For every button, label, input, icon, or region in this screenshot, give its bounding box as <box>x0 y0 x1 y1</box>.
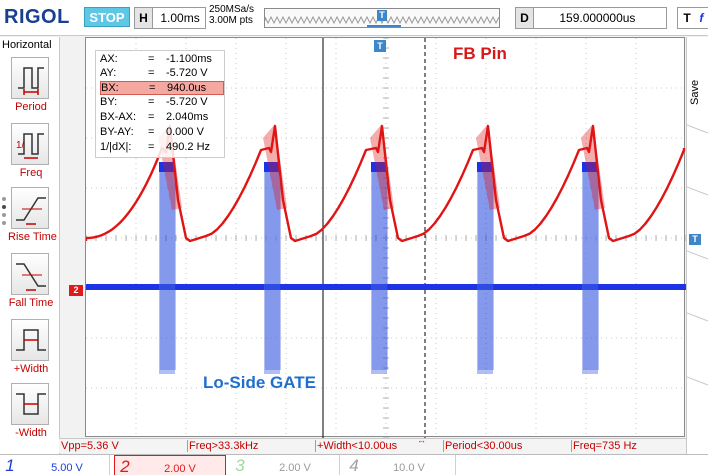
measurement-period[interactable]: Period<30.00us <box>445 440 523 452</box>
channel-1-trace <box>86 162 686 374</box>
trigger-edge-icon: f <box>699 11 704 25</box>
memory-overview-bar[interactable]: T <box>264 8 500 28</box>
timebase-display[interactable]: H 1.00ms <box>134 7 206 29</box>
positive-width-icon <box>11 319 49 361</box>
top-bar: RIGOL STOP H 1.00ms 250MSa/s 3.00M pts T… <box>0 0 708 36</box>
lo-side-gate-annotation: Lo-Side GATE <box>203 373 317 392</box>
channel-1-status[interactable]: 1 5.00 V <box>0 455 110 475</box>
rise-time-icon <box>11 187 49 229</box>
measure-negative-width-button[interactable]: -Width <box>8 383 54 439</box>
channel-2-number: 2 <box>120 457 130 475</box>
measure-rise-time-button[interactable]: Rise Time <box>8 187 57 243</box>
negative-width-label: -Width <box>15 427 47 439</box>
frequency-label: Freq <box>19 167 43 179</box>
channel-4-scale: 10.0 V <box>393 462 425 474</box>
trigger-key: T <box>678 8 696 28</box>
measurement-results-bar: Vpp=5.36 V Freq>33.3kHz +Width<10.00us P… <box>59 435 686 453</box>
fall-time-icon <box>11 253 49 295</box>
waveform-canvas <box>86 38 686 438</box>
channel-1-scale: 5.00 V <box>51 462 83 474</box>
cursor-ax-row: AX: = -1.100ms <box>100 53 212 65</box>
horizontal-position-marker: ↔ <box>417 435 426 445</box>
measure-positive-width-button[interactable]: +Width <box>8 319 54 375</box>
channel-2-offset-marker[interactable]: 2 <box>69 285 83 296</box>
measure-frequency-button[interactable]: 1/ Freq <box>8 123 54 179</box>
sample-rate: 250MSa/s <box>209 4 255 15</box>
measure-fall-time-button[interactable]: Fall Time <box>8 253 54 309</box>
timebase-key: H <box>135 8 153 28</box>
trigger-position-marker[interactable]: T <box>374 40 386 52</box>
measurement-freq-ch1[interactable]: Freq>33.3kHz <box>189 440 259 452</box>
channel-2-scale: 2.00 V <box>164 463 196 475</box>
right-menu-panel: Save T <box>686 37 708 455</box>
channel-4-status[interactable]: 4 10.0 V <box>344 455 456 475</box>
memory-depth: 3.00M pts <box>209 15 253 26</box>
channel-3-number: 3 <box>235 456 245 475</box>
channel-3-status[interactable]: 3 2.00 V <box>230 455 340 475</box>
cursor-ay-row: AY: = -5.720 V <box>100 67 208 79</box>
measurement-positive-width[interactable]: +Width<10.00us <box>317 440 398 452</box>
cursor-by-ay-row: BY-AY: = 0.000 V <box>100 126 204 138</box>
positive-width-label: +Width <box>13 363 49 375</box>
trigger-display[interactable]: T f <box>677 7 708 29</box>
delay-display[interactable]: D 159.000000us <box>515 7 667 29</box>
period-icon <box>11 57 49 99</box>
frequency-icon: 1/ <box>11 123 49 165</box>
channel-2-status[interactable]: 2 2.00 V <box>114 455 226 475</box>
trigger-level-marker[interactable]: T <box>689 234 701 245</box>
timebase-value: 1.00ms <box>160 11 200 25</box>
svg-text:1/: 1/ <box>16 140 25 151</box>
cursor-bx-ax-row: BX-AX: = 2.040ms <box>100 111 209 123</box>
measurement-freq-ch2[interactable]: Freq=735 Hz <box>573 440 637 452</box>
measurement-vpp[interactable]: Vpp=5.36 V <box>61 440 119 452</box>
fall-time-label: Fall Time <box>8 297 54 309</box>
channel-3-scale: 2.00 V <box>279 462 311 474</box>
menu-dividers <box>687 124 708 386</box>
trigger-position-flag: T <box>377 10 387 21</box>
acquisition-info: 250MSa/s 3.00M pts <box>209 4 254 26</box>
delay-key: D <box>516 8 534 28</box>
rise-time-label: Rise Time <box>8 231 57 243</box>
channel-1-number: 1 <box>5 456 15 475</box>
measure-category-title: Horizontal <box>2 39 52 51</box>
run-stop-status[interactable]: STOP <box>84 7 130 27</box>
menu-scroll-indicator[interactable] <box>2 197 8 229</box>
period-label: Period <box>15 101 47 113</box>
delay-value: 159.000000us <box>559 11 636 25</box>
negative-width-icon <box>11 383 49 425</box>
measure-period-button[interactable]: Period <box>8 57 54 113</box>
channel-status-bar: 1 5.00 V 2 2.00 V 3 2.00 V 4 10.0 V <box>0 454 708 475</box>
cursor-readout-panel: AX: = -1.100ms AY: = -5.720 V BX: = 940.0us BY… <box>95 50 225 158</box>
cursor-bx-row[interactable]: BX: = 940.0us <box>100 81 224 95</box>
waveform-grid[interactable]: T FB Pin Lo-Side GATE <box>85 37 686 438</box>
cursor-by-row: BY: = -5.720 V <box>100 96 208 108</box>
channel-4-number: 4 <box>349 456 359 475</box>
cursor-inverse-dx-row: 1/|dX|: = 490.2 Hz <box>100 141 211 153</box>
measure-sidebar: Horizontal Period 1/ Freq Rise Time Fall <box>0 37 60 455</box>
fb-pin-annotation: FB Pin <box>453 44 507 63</box>
brand-logo: RIGOL <box>4 6 70 28</box>
